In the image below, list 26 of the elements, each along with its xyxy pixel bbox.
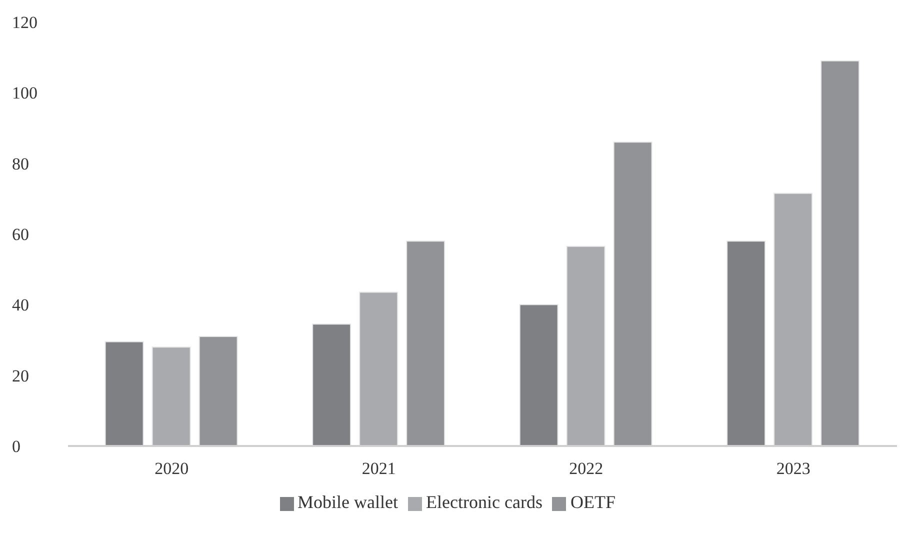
bar [406,240,446,446]
x-tick-label: 2022 [569,459,604,478]
bar [519,304,558,446]
bar [566,246,606,446]
x-tick-label: 2020 [154,459,189,478]
y-tick-label: 60 [12,225,29,244]
bar [152,346,191,446]
legend-label: Electronic cards [426,492,542,512]
y-tick-label: 40 [12,296,29,315]
legend-label: OETF [570,492,616,512]
bar [104,341,144,446]
y-tick-label: 0 [12,437,20,456]
bar [774,192,813,446]
bar [312,324,352,446]
bar [359,292,398,446]
y-tick-label: 20 [12,366,29,386]
bar [820,60,860,446]
x-tick-label: 2021 [362,459,396,478]
y-tick-label: 80 [12,154,29,174]
legend-label: Mobile wallet [298,492,398,512]
y-tick-label: 100 [12,84,38,103]
bar [613,142,652,446]
x-tick-label: 2023 [776,459,810,478]
y-tick-label: 120 [12,13,38,32]
bar [726,240,766,446]
bar [198,336,238,446]
